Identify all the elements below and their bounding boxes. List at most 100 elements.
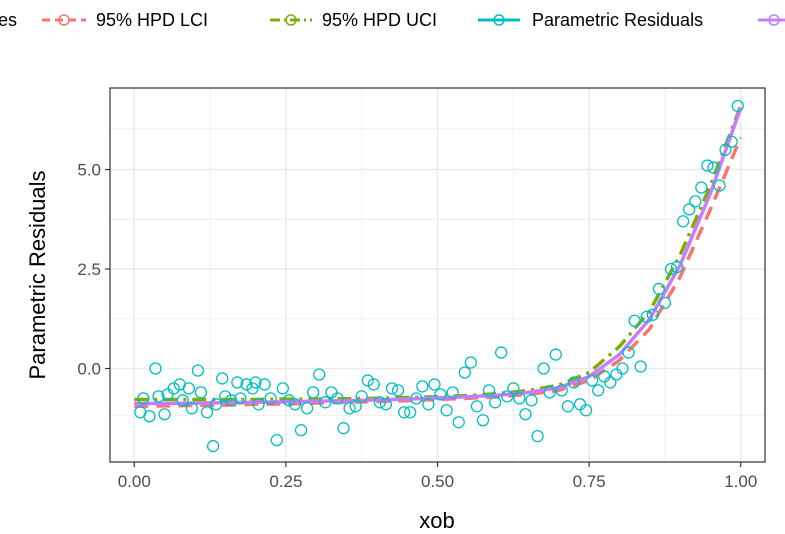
x-tick-label: 0.25 — [269, 472, 302, 491]
residual-point — [385, 382, 399, 395]
residual-point — [513, 392, 526, 405]
residual-point — [152, 390, 165, 403]
residual-point — [525, 394, 538, 407]
residual-point — [225, 394, 238, 407]
residual-point — [276, 382, 289, 395]
residual-point — [543, 386, 556, 399]
residual-point — [182, 382, 195, 395]
residual-point — [652, 282, 666, 296]
y-tick-label: 2.5 — [77, 260, 101, 279]
residual-point — [258, 378, 271, 391]
residual-point — [689, 195, 702, 208]
residual-point — [646, 308, 659, 321]
residual-point — [713, 179, 726, 192]
legend: es 95% HPD LCI 95% HPD UCI Parametric Re… — [0, 10, 785, 30]
residual-point — [446, 386, 459, 399]
residual-point — [391, 384, 405, 397]
residual-point — [361, 374, 374, 387]
residual-point — [567, 376, 581, 389]
residual-point — [379, 398, 393, 411]
residual-point — [416, 380, 429, 393]
residual-point — [234, 392, 247, 405]
residual-point — [519, 408, 532, 421]
residual-point — [270, 433, 283, 447]
residual-point — [240, 378, 253, 391]
x-tick-label: 0.00 — [118, 472, 151, 491]
residual-point — [579, 404, 593, 417]
legend-item-residuals: Parametric Residuals — [478, 10, 703, 30]
legend-item-uci: 95% HPD UCI — [270, 10, 437, 30]
x-axis-ticks: 0.00 0.25 0.50 0.75 1.00 — [118, 462, 757, 491]
residual-point — [219, 390, 232, 403]
legend-smooth-key-point — [768, 14, 780, 26]
residual-point — [561, 400, 575, 413]
legend-item-lci: 95% HPD LCI — [42, 10, 208, 30]
legend-uci-label: 95% HPD UCI — [322, 10, 437, 30]
legend-residuals-key-point — [493, 14, 505, 26]
residual-point — [349, 400, 362, 413]
residual-point — [337, 422, 350, 435]
residual-point — [701, 159, 714, 172]
residual-point — [191, 364, 205, 377]
legend-prefix-label: es — [0, 10, 17, 30]
residual-point — [592, 384, 605, 397]
residual-point — [555, 384, 568, 397]
residual-point — [355, 390, 368, 403]
residual-point — [176, 394, 189, 407]
residual-point — [531, 429, 544, 443]
residual-point — [470, 400, 484, 413]
residual-point — [185, 402, 199, 415]
residual-point — [628, 314, 641, 327]
residual-point — [488, 396, 502, 409]
residual-point — [604, 376, 617, 389]
residual-point — [634, 360, 647, 373]
residual-point — [216, 372, 229, 385]
residual-point — [143, 410, 156, 423]
residual-point — [252, 398, 265, 411]
residual-point — [264, 392, 277, 405]
residual-point — [731, 99, 744, 113]
legend-lci-label: 95% HPD LCI — [96, 10, 208, 30]
residual-point — [307, 386, 320, 399]
legend-item-smooth — [758, 14, 785, 26]
legend-uci-key-point — [285, 14, 297, 26]
residual-point — [676, 215, 690, 228]
residual-point — [313, 368, 326, 381]
residual-point — [428, 378, 441, 391]
residual-point — [410, 392, 423, 405]
x-tick-label: 1.00 — [724, 472, 757, 491]
residual-point — [194, 386, 208, 399]
smooth-line — [134, 107, 743, 406]
residual-point — [440, 404, 453, 417]
residual-point — [209, 398, 223, 411]
y-tick-label: 0.0 — [77, 360, 101, 379]
residual-point — [137, 392, 150, 405]
residual-point — [664, 262, 678, 276]
residual-point — [658, 296, 672, 310]
x-axis-title: xob — [419, 508, 454, 533]
residual-point — [616, 362, 629, 375]
residual-point — [206, 439, 220, 453]
residual-point — [149, 362, 162, 375]
residual-point — [231, 376, 244, 389]
residual-point — [719, 143, 732, 156]
residual-point — [586, 374, 599, 387]
residual-point — [501, 390, 514, 403]
x-tick-label: 0.75 — [573, 472, 606, 491]
residual-point — [640, 310, 653, 323]
residual-point — [331, 392, 344, 405]
legend-residuals-label: Parametric Residuals — [532, 10, 703, 30]
residual-point — [319, 396, 332, 409]
residual-point — [482, 384, 496, 397]
residual-point — [683, 203, 696, 216]
residual-point — [404, 406, 417, 419]
residual-point — [537, 362, 550, 375]
residual-point — [288, 398, 302, 411]
residual-point — [343, 402, 356, 415]
residual-point — [549, 348, 562, 361]
residual-point — [452, 416, 465, 429]
residual-point — [367, 378, 380, 391]
residual-point — [622, 346, 635, 359]
residual-point — [158, 408, 171, 421]
